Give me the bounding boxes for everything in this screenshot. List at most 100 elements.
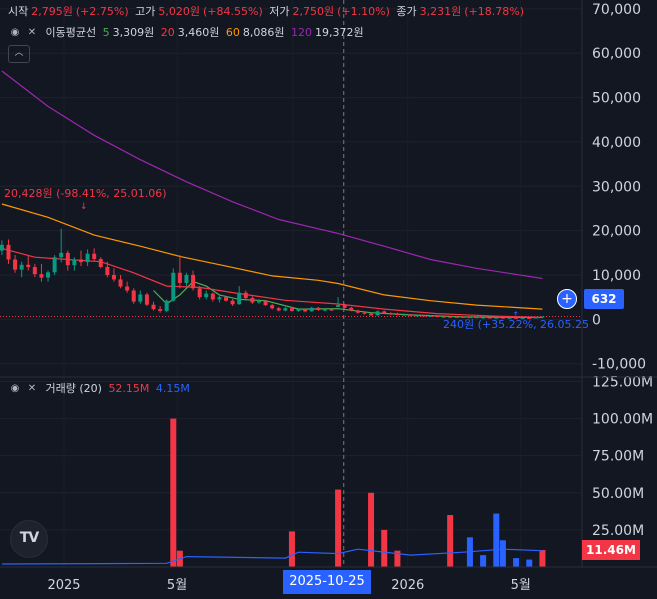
volume-bar: [381, 529, 388, 567]
candle-body: [46, 272, 51, 278]
candle: [283, 306, 288, 312]
candle: [125, 281, 130, 293]
ma-legend-name: 이동평균선: [45, 26, 97, 39]
candle-body: [448, 316, 453, 318]
price-tick-label: 70,000: [592, 2, 641, 18]
candle: [514, 317, 519, 319]
candle-body: [72, 259, 77, 266]
candle-body: [59, 252, 64, 258]
candle: [309, 306, 314, 312]
candle-body: [421, 315, 426, 317]
candle-body: [514, 317, 519, 319]
candle: [0, 240, 4, 256]
candle: [533, 317, 538, 319]
candle-body: [85, 253, 90, 263]
candle-body: [118, 279, 123, 287]
candle-body: [395, 314, 400, 316]
time-tick-label: 5월: [511, 578, 531, 593]
candle: [375, 310, 380, 316]
candle: [494, 317, 499, 319]
ma-5-line: [153, 280, 543, 319]
eye-icon[interactable]: ◉: [10, 27, 20, 38]
candle-body: [52, 257, 57, 273]
candle-body: [336, 305, 341, 307]
candle-body: [32, 267, 37, 275]
candle: [487, 317, 492, 319]
candle: [151, 301, 156, 311]
candle: [474, 317, 479, 319]
candle-body: [144, 294, 149, 305]
candle: [59, 228, 64, 263]
candle-body: [191, 274, 196, 289]
candle-body: [461, 316, 466, 318]
collapse-legend-button[interactable]: ︿: [8, 45, 30, 63]
volume-bar: [335, 489, 342, 567]
candle: [32, 263, 37, 278]
ma5-value: 3,309원: [112, 26, 155, 39]
volume-bar: [526, 559, 533, 567]
candle-body: [210, 293, 215, 300]
candle: [329, 308, 334, 311]
candle-body: [316, 307, 321, 311]
candle-body: [533, 317, 538, 319]
candle-body: [26, 264, 31, 268]
ma-120-line: [1, 70, 543, 280]
candle: [78, 250, 83, 267]
ohlc-legend: 시작 2,795원 (+2.75%) 고가 5,020원 (+84.55%) 저가 2,7…: [8, 5, 527, 19]
candle-body: [467, 317, 472, 319]
candle-body: [204, 293, 209, 298]
ma-legend[interactable]: ◉ ✕ 이동평균선 5 3,309원 20 3,460원 60 8,086원 120 19…: [8, 26, 367, 40]
last-price-tag: 632: [584, 289, 624, 309]
candle: [217, 294, 222, 303]
candle: [336, 297, 341, 308]
candle-body: [250, 298, 255, 303]
candle: [316, 306, 321, 311]
candle: [481, 317, 486, 319]
candle-body: [138, 294, 143, 302]
volume-bar: [447, 515, 454, 567]
candle-body: [177, 272, 182, 283]
open-pct: (+2.75%): [75, 5, 129, 18]
price-tick-label: 10,000: [592, 268, 641, 284]
close-icon[interactable]: ✕: [27, 27, 37, 38]
close-icon[interactable]: ✕: [27, 383, 37, 394]
volume-bar: [539, 549, 546, 567]
candle-body: [256, 300, 261, 303]
candle: [191, 270, 196, 291]
candle: [369, 312, 374, 316]
price-tick-label: 50,000: [592, 91, 641, 107]
candle: [158, 306, 163, 313]
candle-body: [164, 300, 169, 311]
volume-legend[interactable]: ◉ ✕ 거래량 (20) 52.15M 4.15M: [8, 382, 193, 396]
candle-body: [65, 252, 70, 266]
low-marker-arrow-icon: ↑: [512, 311, 520, 321]
candle-body: [500, 317, 505, 319]
volume-bar: [368, 492, 375, 567]
candle-body: [329, 309, 334, 311]
volume-tick-label: 25.00M: [592, 523, 644, 539]
candle: [428, 315, 433, 318]
candle-body: [428, 315, 433, 317]
candle: [540, 316, 545, 319]
candle: [289, 307, 294, 312]
candle-body: [342, 305, 347, 308]
candle-body: [105, 267, 110, 275]
close-label: 종가: [396, 5, 417, 18]
candle: [144, 292, 149, 307]
add-alert-button[interactable]: +: [557, 289, 577, 309]
candle: [138, 290, 143, 304]
volume-legend-name: 거래량 (20): [45, 382, 102, 395]
candle-body: [369, 313, 374, 316]
price-tick-label: -10,000: [592, 357, 646, 373]
high-marker-arrow-icon: ↓: [80, 202, 88, 212]
volume-bar: [513, 558, 520, 567]
eye-icon[interactable]: ◉: [10, 383, 20, 394]
candle-body: [474, 317, 479, 319]
high-pct: (+84.55%): [203, 5, 263, 18]
candle-body: [454, 316, 459, 318]
tradingview-logo-icon[interactable]: [10, 520, 48, 558]
open-label: 시작: [8, 5, 29, 18]
crosshair-date-tag: 2025-10-25: [283, 570, 371, 594]
